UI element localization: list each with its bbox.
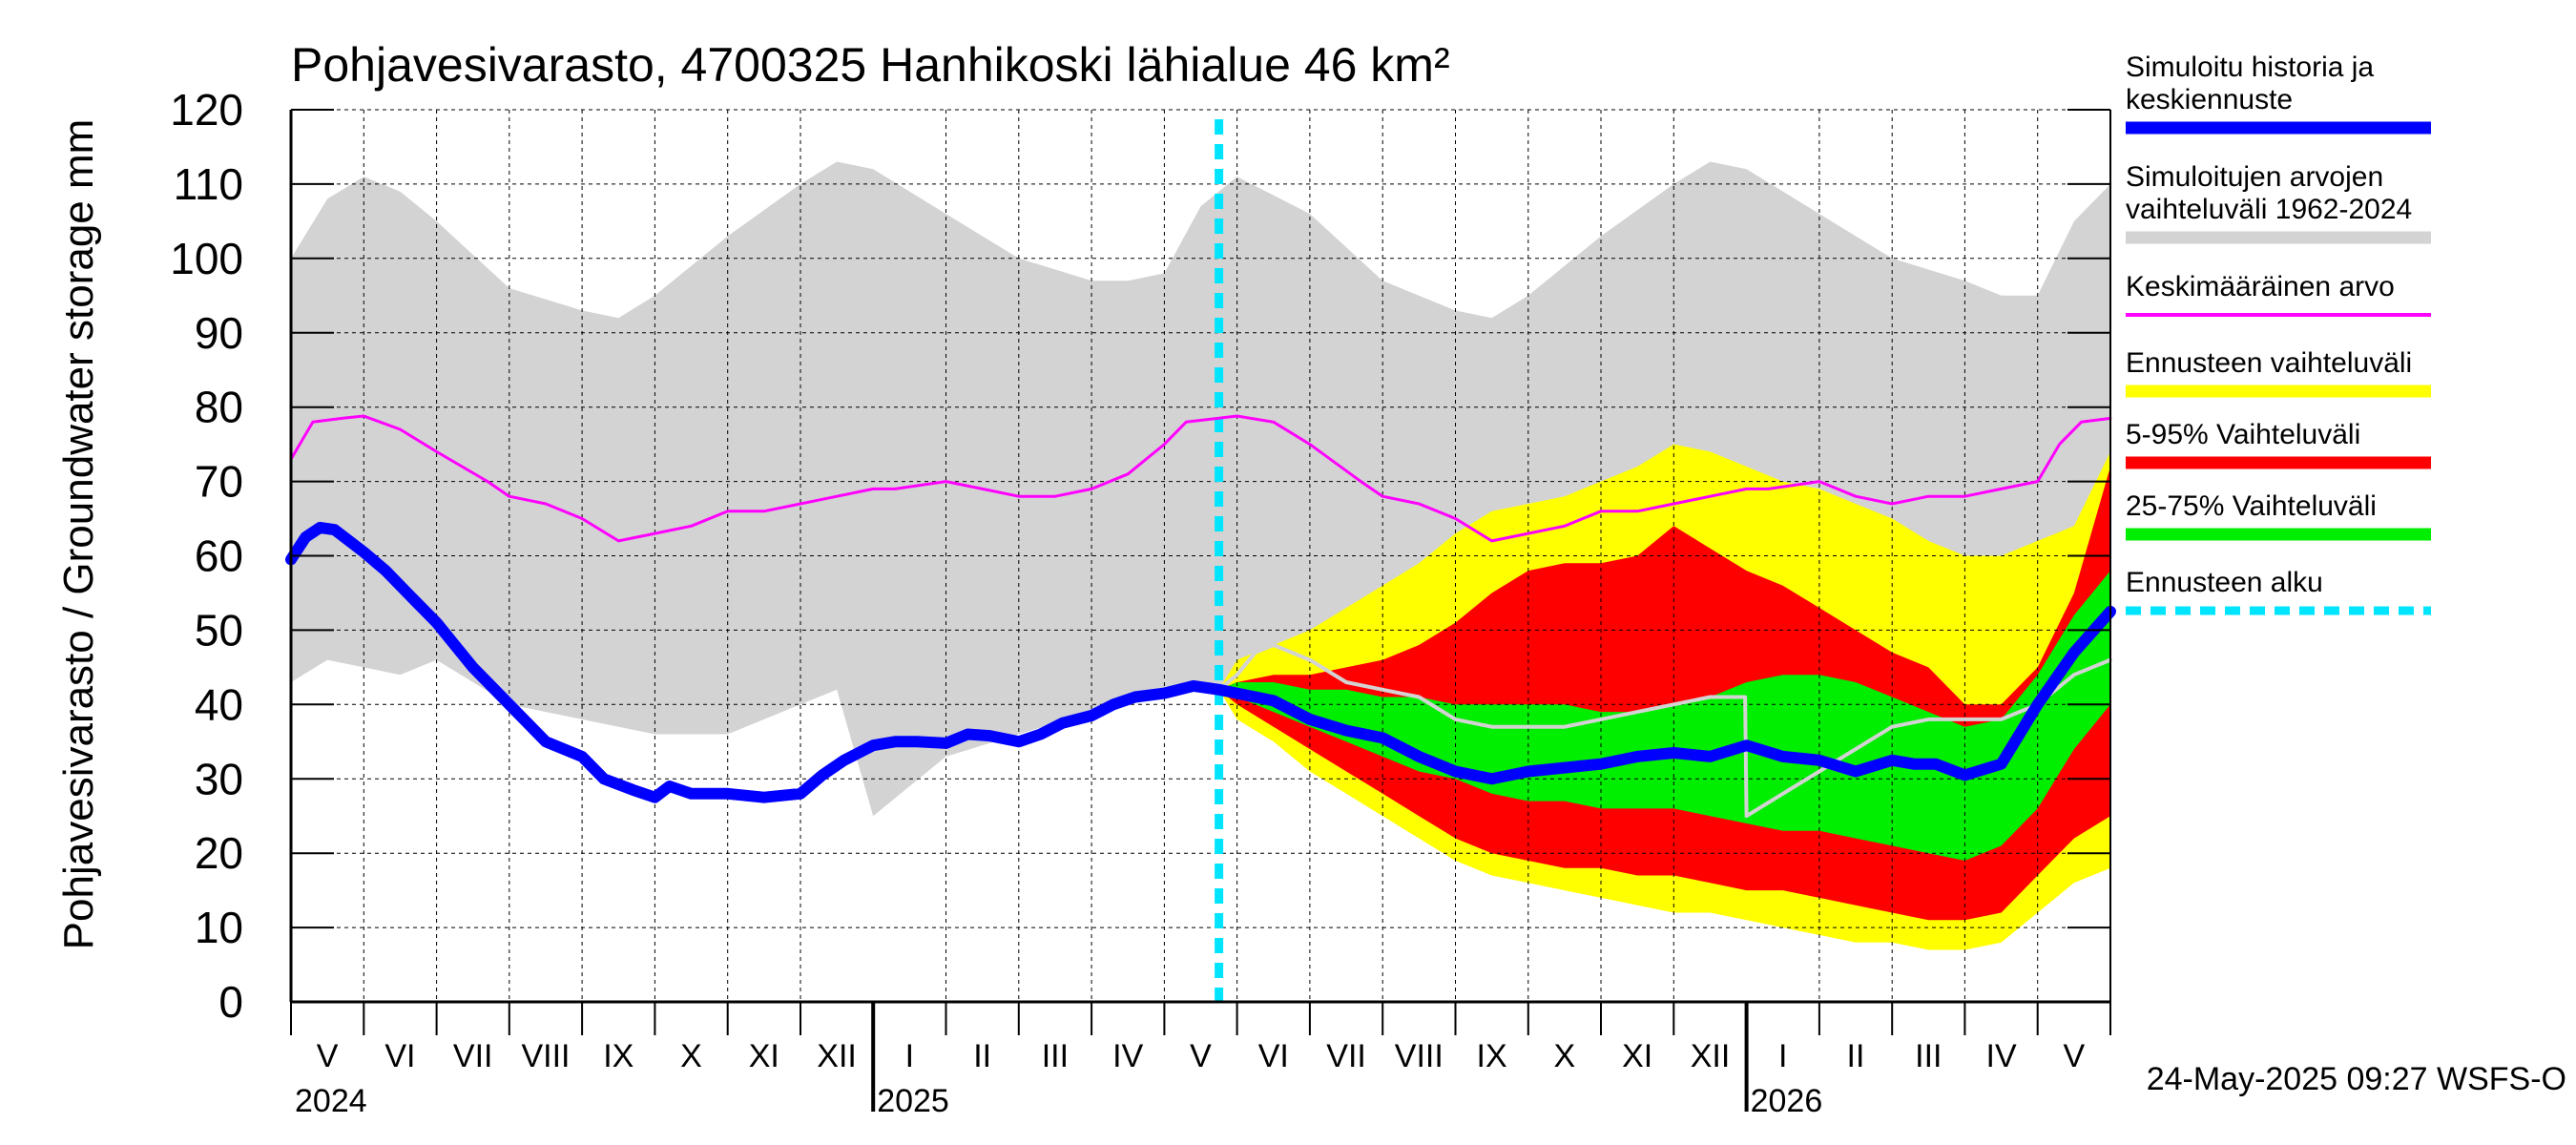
month-label: VIII [521, 1038, 570, 1074]
month-label: XII [1691, 1038, 1731, 1074]
month-label: VIII [1395, 1038, 1444, 1074]
y-tick-label: 90 [195, 308, 243, 358]
month-label: I [905, 1038, 914, 1074]
band-layer [291, 161, 2110, 950]
legend-label: Ennusteen alku [2126, 567, 2323, 598]
legend-label: Simuloitu historia ja [2126, 52, 2374, 83]
year-label: 2024 [295, 1083, 367, 1119]
y-tick-label: 120 [170, 85, 243, 135]
legend-item-keskimaarainen-arvo: Keskimääräinen arvo [2126, 271, 2431, 317]
y-tick-label: 100 [170, 234, 243, 283]
month-label: X [680, 1038, 702, 1074]
month-label: XI [749, 1038, 779, 1074]
line-layer [285, 119, 2116, 1002]
y-tick-label: 0 [218, 977, 243, 1027]
month-label: XI [1622, 1038, 1652, 1074]
legend-label: vaihteluväli 1962-2024 [2126, 194, 2412, 225]
chart-title: Pohjavesivarasto, 4700325 Hanhikoski läh… [291, 38, 1450, 92]
month-label: XII [817, 1038, 857, 1074]
y-tick-label: 60 [195, 531, 243, 581]
month-label: V [1190, 1038, 1212, 1074]
legend-label: Simuloitujen arvojen [2126, 161, 2383, 193]
year-label: 2025 [877, 1083, 949, 1119]
month-label: X [1554, 1038, 1576, 1074]
y-axis-label: Pohjavesivarasto / Groundwater storage m… [55, 119, 102, 950]
legend-label: keskiennuste [2126, 84, 2293, 115]
y-tick-label: 30 [195, 754, 243, 803]
month-label: V [2064, 1038, 2086, 1074]
month-label: IV [1986, 1038, 2017, 1074]
month-label: VII [453, 1038, 493, 1074]
legend: Simuloitu historia jakeskiennusteSimuloi… [2126, 52, 2431, 615]
year-label: 2026 [1751, 1083, 1823, 1119]
y-tick-label: 50 [195, 605, 243, 655]
legend-label: 5-95% Vaihteluväli [2126, 419, 2360, 450]
month-label: III [1042, 1038, 1069, 1074]
month-label: IX [1477, 1038, 1507, 1074]
band-25-75-vaihteluvali [1218, 571, 2110, 861]
y-tick-label: 10 [195, 903, 243, 952]
legend-item-5-95-vaihteluvali: 5-95% Vaihteluväli [2126, 419, 2431, 469]
legend-item-25-75-vaihteluvali: 25-75% Vaihteluväli [2126, 490, 2431, 541]
line-mediaani [1216, 643, 2112, 819]
month-label: I [1778, 1038, 1787, 1074]
legend-label: 25-75% Vaihteluväli [2126, 490, 2377, 522]
legend-item-ennusteen-vaihteluvali: Ennusteen vaihteluväli [2126, 347, 2431, 398]
month-label: V [317, 1038, 339, 1074]
month-label: VII [1326, 1038, 1366, 1074]
line-simuloitu-historia-ja-keskiennuste [285, 521, 2116, 803]
month-label: IV [1112, 1038, 1143, 1074]
grid-layer [291, 109, 2110, 1002]
month-label: VI [1258, 1038, 1289, 1074]
y-tick-label: 80 [195, 383, 243, 432]
y-tick-label: 70 [195, 457, 243, 507]
legend-label: Keskimääräinen arvo [2126, 271, 2395, 302]
month-label: II [1847, 1038, 1865, 1074]
legend-label: Ennusteen vaihteluväli [2126, 347, 2412, 379]
month-label: VI [384, 1038, 415, 1074]
month-label: II [973, 1038, 991, 1074]
month-label: III [1915, 1038, 1942, 1074]
month-label: IX [603, 1038, 634, 1074]
y-tick-label: 40 [195, 679, 243, 729]
legend-item-ennusteen-alku: Ennusteen alku [2126, 567, 2431, 615]
line-keskimaarainen-arvo [289, 414, 2112, 543]
y-tick-label: 20 [195, 828, 243, 878]
y-tick-label: 110 [174, 159, 243, 209]
timestamp-label: 24-May-2025 09:27 WSFS-O [2147, 1061, 2566, 1097]
